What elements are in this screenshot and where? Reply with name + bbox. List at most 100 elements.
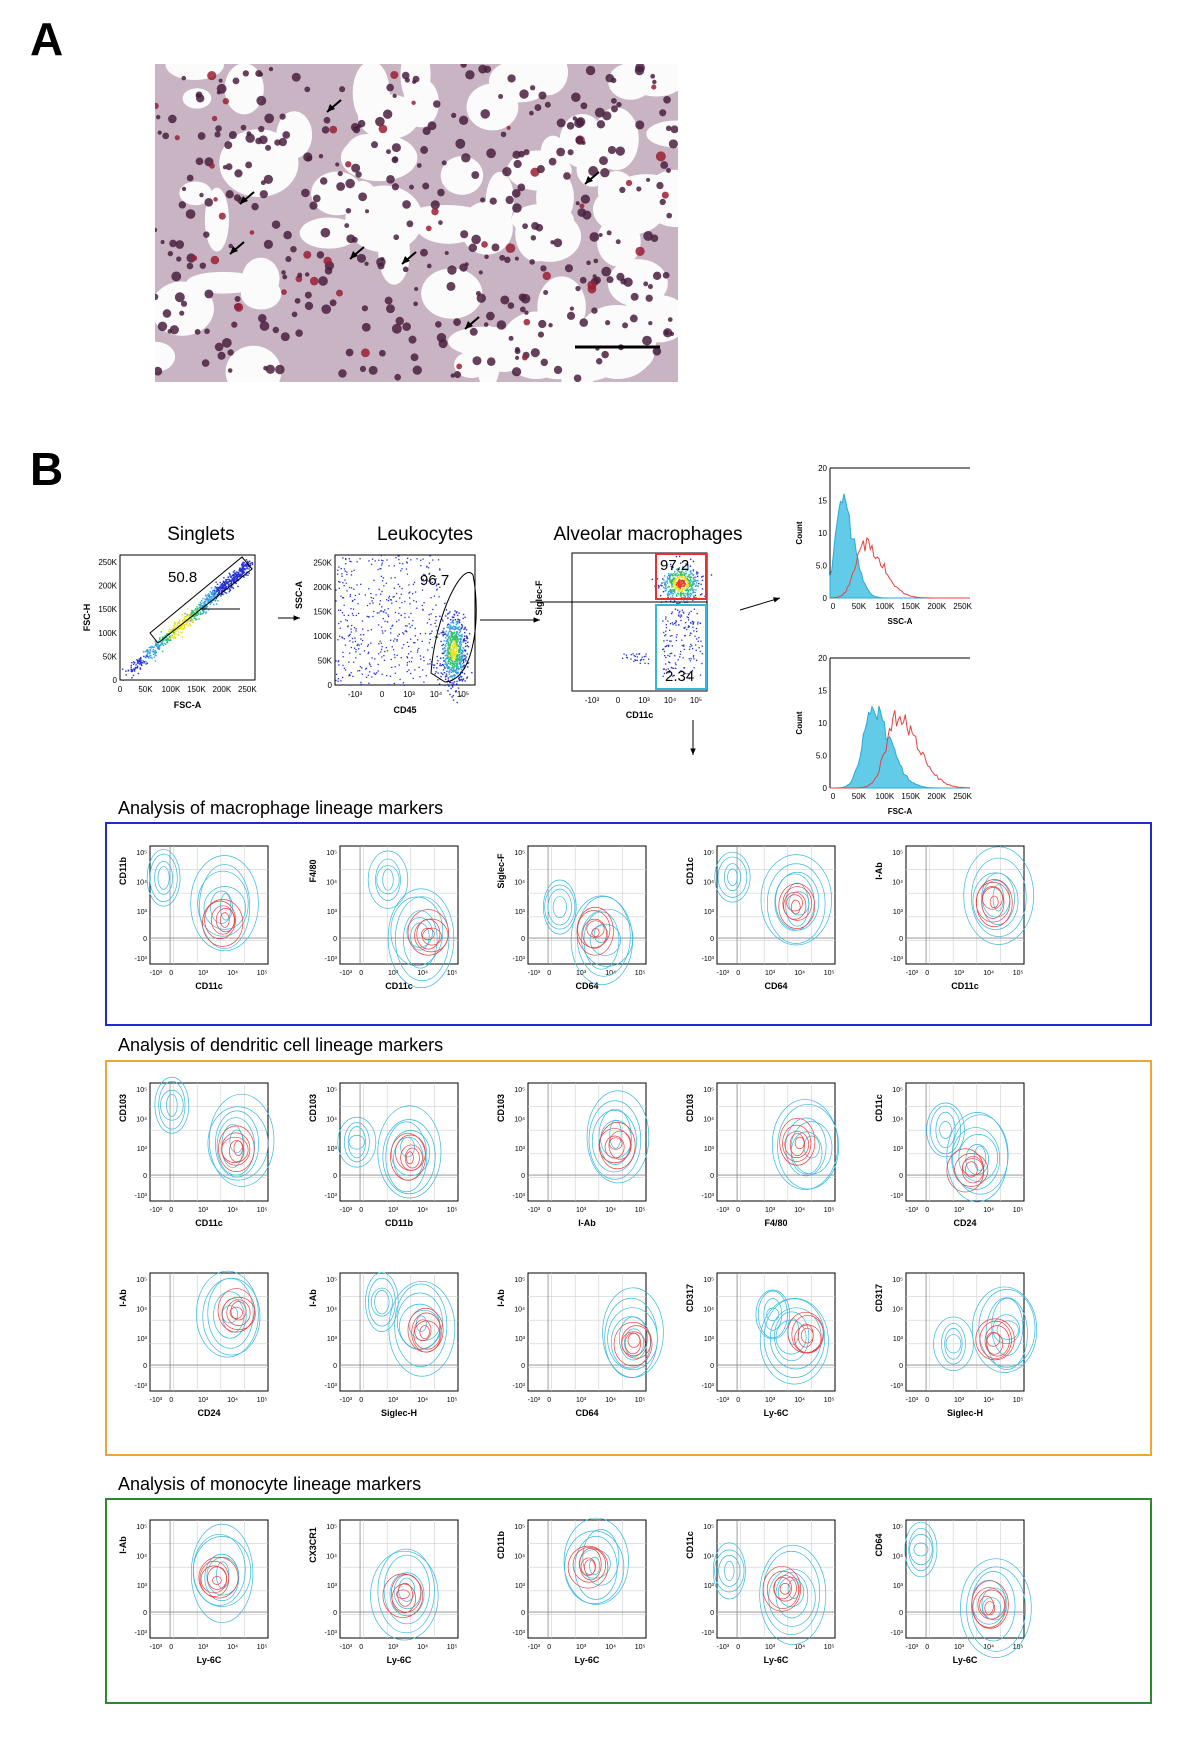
event-dot bbox=[466, 666, 469, 668]
event-dot bbox=[176, 628, 179, 630]
y-axis-label: I-Ab bbox=[308, 1289, 318, 1307]
event-dot bbox=[668, 670, 671, 672]
event-dot bbox=[671, 589, 674, 591]
event-dot bbox=[190, 613, 193, 615]
event-dot bbox=[350, 672, 352, 674]
y-tick: 10⁴ bbox=[514, 1553, 525, 1560]
event-dot bbox=[464, 650, 467, 652]
event-dot bbox=[356, 644, 358, 647]
x-axis-label: CD11b bbox=[385, 1218, 414, 1228]
nucleus bbox=[588, 165, 599, 176]
event-dot bbox=[687, 566, 689, 568]
nucleus bbox=[231, 321, 238, 328]
event-dot bbox=[408, 584, 410, 586]
event-dot bbox=[672, 596, 674, 599]
nucleus bbox=[438, 220, 443, 225]
event-dot bbox=[448, 671, 450, 674]
y-tick: 10⁵ bbox=[326, 850, 337, 857]
event-dot bbox=[685, 563, 687, 565]
event-dot bbox=[447, 623, 450, 625]
event-dot bbox=[441, 652, 443, 655]
event-dot bbox=[234, 572, 236, 574]
event-dot bbox=[669, 578, 671, 581]
event-dot bbox=[461, 650, 463, 652]
event-dot bbox=[671, 579, 674, 581]
event-dot bbox=[216, 594, 219, 596]
nucleus bbox=[309, 276, 319, 286]
event-dot bbox=[213, 589, 216, 592]
x-tick: 10⁵ bbox=[635, 1644, 646, 1651]
event-dot bbox=[471, 672, 473, 674]
nucleus bbox=[240, 124, 247, 131]
event-dot bbox=[442, 648, 444, 650]
event-dot bbox=[369, 602, 371, 605]
event-dot bbox=[140, 656, 142, 659]
alveolar-space bbox=[406, 205, 486, 229]
event-dot bbox=[381, 646, 383, 648]
event-dot bbox=[685, 572, 687, 574]
event-dot bbox=[238, 574, 241, 577]
cyan-contour bbox=[197, 870, 249, 937]
event-dot bbox=[686, 592, 689, 594]
event-dot bbox=[684, 578, 687, 580]
nucleus bbox=[249, 230, 255, 235]
nucleus bbox=[304, 301, 314, 311]
y-tick: 10⁵ bbox=[703, 1277, 714, 1284]
x-tick: 10⁵ bbox=[690, 696, 702, 705]
event-dot bbox=[387, 599, 390, 602]
cyan-contour bbox=[589, 1556, 601, 1576]
event-dot bbox=[215, 581, 217, 583]
event-dot bbox=[695, 571, 698, 573]
event-dot bbox=[221, 585, 223, 587]
event-dot bbox=[382, 617, 384, 620]
event-dot bbox=[462, 617, 464, 620]
event-dot bbox=[457, 651, 460, 654]
dendritic-section-title: Analysis of dendritic cell lineage marke… bbox=[118, 1035, 444, 1055]
nucleus bbox=[529, 110, 534, 116]
event-dot bbox=[460, 636, 463, 638]
event-dot bbox=[674, 585, 676, 587]
event-dot bbox=[673, 581, 676, 583]
nucleus bbox=[496, 320, 507, 330]
nucleus bbox=[668, 139, 678, 149]
event-dot bbox=[228, 579, 231, 581]
nucleus bbox=[304, 272, 310, 277]
nucleus bbox=[233, 194, 241, 202]
event-dot bbox=[367, 651, 370, 654]
event-dot bbox=[683, 599, 685, 601]
y-tick: 10⁴ bbox=[892, 879, 903, 886]
event-dot bbox=[201, 609, 204, 612]
event-dot bbox=[247, 565, 250, 568]
event-dot bbox=[406, 664, 408, 666]
event-dot bbox=[453, 681, 456, 683]
red-contour bbox=[586, 920, 605, 938]
event-dot bbox=[160, 641, 162, 643]
event-dot bbox=[459, 647, 462, 650]
event-dot bbox=[663, 672, 666, 675]
event-dot bbox=[677, 592, 679, 594]
event-dot bbox=[228, 584, 230, 586]
event-dot bbox=[457, 627, 459, 630]
red-contour bbox=[221, 1296, 256, 1331]
event-dot bbox=[461, 633, 463, 636]
y-tick: 0 bbox=[710, 1173, 714, 1180]
event-dot bbox=[199, 606, 202, 609]
event-dot bbox=[442, 673, 444, 675]
event-dot bbox=[458, 668, 461, 670]
event-dot bbox=[187, 614, 189, 616]
event-dot bbox=[133, 662, 136, 664]
event-dot bbox=[681, 579, 683, 582]
event-dot bbox=[219, 588, 221, 590]
cyan-contour bbox=[154, 861, 173, 895]
event-dot bbox=[350, 646, 353, 649]
event-dot bbox=[384, 650, 386, 653]
nucleus bbox=[368, 365, 378, 375]
event-dot bbox=[341, 676, 344, 679]
nucleus bbox=[309, 201, 318, 210]
event-dot bbox=[663, 579, 665, 581]
x-axis-label: F4/80 bbox=[764, 1218, 787, 1228]
cyan-contour bbox=[348, 1134, 365, 1150]
event-dot bbox=[686, 582, 689, 584]
